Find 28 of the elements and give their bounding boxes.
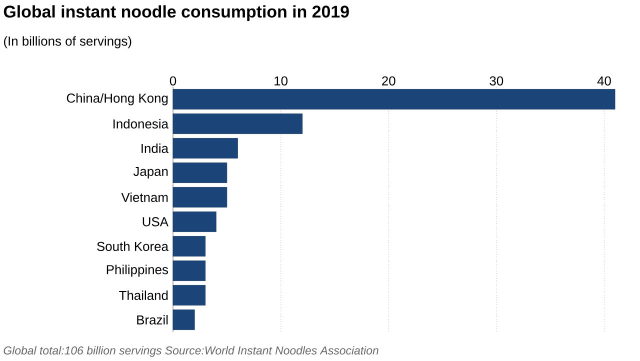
text: (In billions of servings) bbox=[4, 36, 132, 48]
y-tick-label: USA bbox=[142, 217, 168, 226]
y-tick-label: Thailand bbox=[119, 290, 168, 300]
y-tick-label: Philippines bbox=[106, 264, 168, 277]
bar bbox=[172, 89, 616, 110]
bar bbox=[172, 260, 206, 281]
bar bbox=[172, 236, 206, 256]
y-tick-label: Brazil bbox=[137, 314, 168, 325]
bar bbox=[172, 162, 228, 183]
y-tick-label: Indonesia bbox=[114, 118, 168, 129]
bar bbox=[172, 138, 238, 158]
text: Global total:106 billion servings Source:World Instant Noodles Association bbox=[4, 346, 378, 357]
x-tick-label: 40 bbox=[597, 76, 611, 86]
bar bbox=[172, 114, 303, 134]
x-tick-label: 20 bbox=[382, 76, 396, 86]
x-tick-label: 30 bbox=[490, 76, 504, 86]
y-tick-label: South Korea bbox=[97, 241, 168, 252]
chart-title: Global instant noodle consumption in 2019 bbox=[4, 5, 349, 21]
y-tick-label: China/Hong Kong bbox=[66, 93, 168, 106]
bar bbox=[172, 285, 206, 306]
x-tick-label: 10 bbox=[274, 76, 288, 86]
y-tick-label: Vietnam bbox=[121, 192, 168, 202]
bar bbox=[172, 187, 228, 208]
y-tick-label: India bbox=[142, 143, 168, 154]
x-tick-label: 0 bbox=[170, 76, 176, 86]
bar bbox=[172, 310, 195, 330]
bar bbox=[172, 212, 216, 232]
y-tick-label: Japan bbox=[133, 166, 168, 179]
